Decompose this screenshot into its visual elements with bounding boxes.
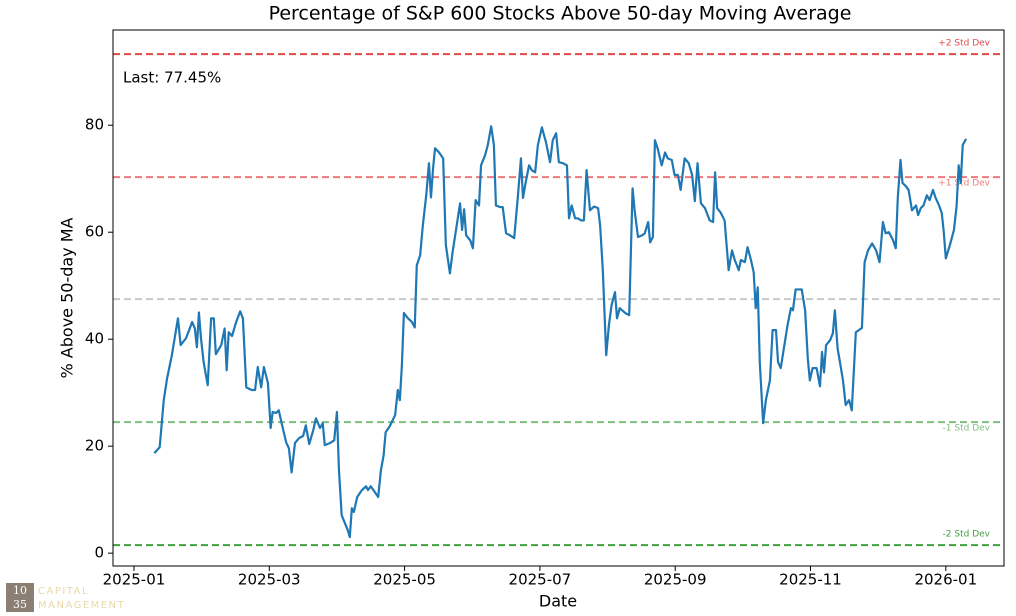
- reference-label: +2 Std Dev: [938, 39, 990, 49]
- chart-title: Percentage of S&P 600 Stocks Above 50-da…: [269, 3, 852, 25]
- data-line: [153, 125, 968, 539]
- reference-label: +1 Std Dev: [938, 179, 990, 189]
- x-tick-label: 2025-03: [238, 571, 301, 589]
- y-tick-label: 60: [85, 223, 104, 241]
- y-tick-label: 0: [94, 544, 104, 562]
- logo-mark: 35: [13, 598, 27, 611]
- y-axis-label: % Above 50-day MA: [58, 217, 77, 378]
- plot-frame: [112, 29, 1005, 567]
- y-tick-label: 80: [85, 116, 104, 134]
- x-axis-label: Date: [539, 592, 577, 611]
- x-tick-label: 2026-01: [914, 571, 977, 589]
- x-tick-label: 2025-01: [103, 571, 166, 589]
- x-tick-label: 2025-07: [509, 571, 572, 589]
- logo-text: MANAGEMENT: [38, 600, 125, 611]
- logo-mark: 10: [13, 584, 27, 597]
- y-tick-label: 40: [85, 330, 104, 348]
- annotation: Last: 77.45%: [123, 69, 221, 87]
- reference-label: -1 Std Dev: [943, 424, 991, 434]
- logo-text: CAPITAL: [38, 586, 89, 597]
- x-tick-label: 2025-09: [644, 571, 707, 589]
- x-tick-label: 2025-11: [779, 571, 842, 589]
- reference-label: -2 Std Dev: [943, 530, 991, 540]
- x-tick-label: 2025-05: [373, 571, 436, 589]
- y-tick-label: 20: [85, 437, 104, 455]
- watermark: 10 35 CAPITAL MANAGEMENT: [6, 583, 125, 612]
- logo-box: [6, 583, 34, 612]
